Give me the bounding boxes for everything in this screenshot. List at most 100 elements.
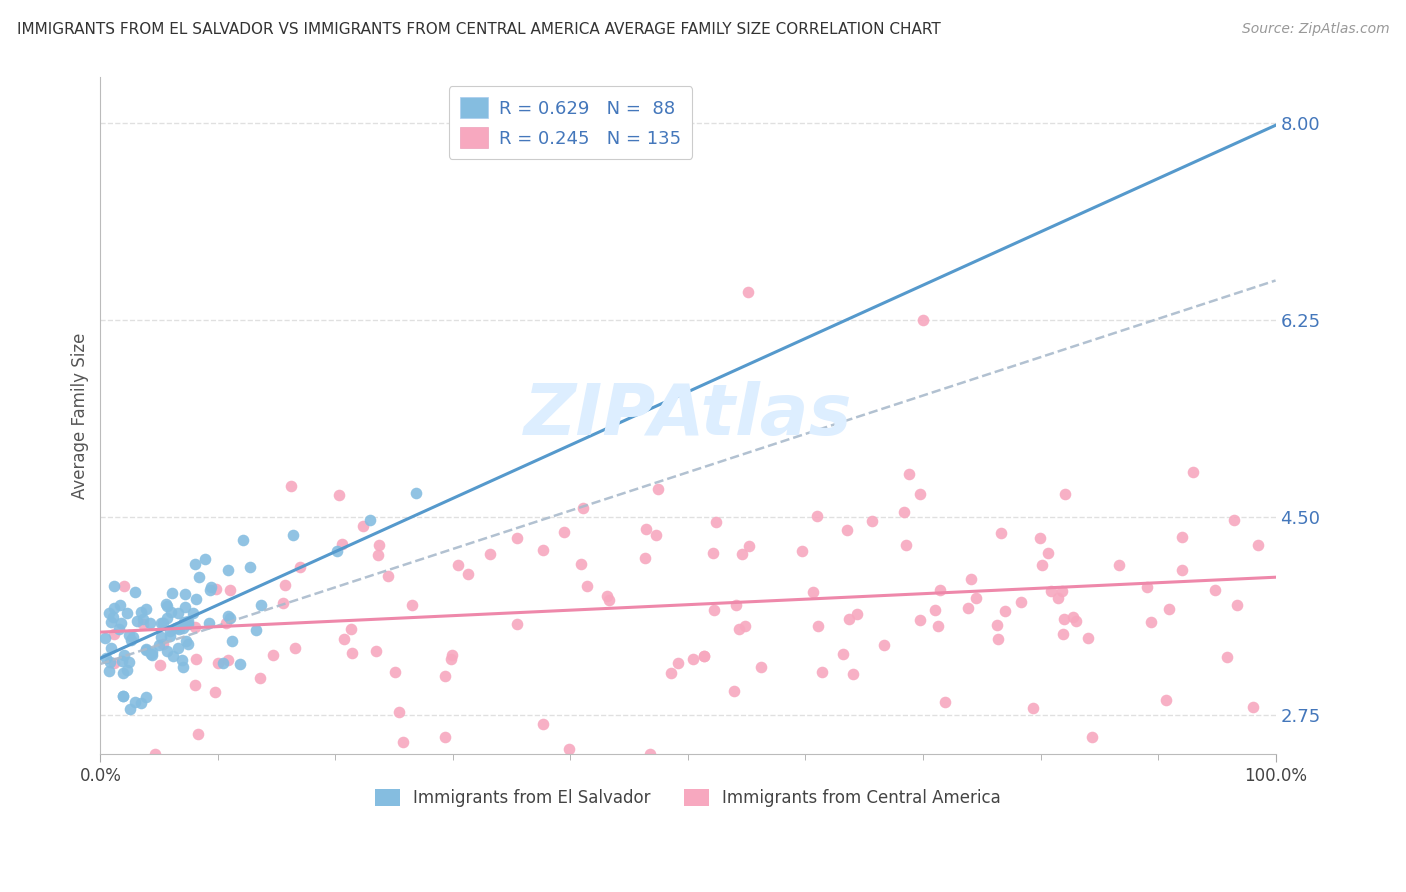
Point xyxy=(172,621,194,635)
Point xyxy=(965,591,987,606)
Point xyxy=(328,488,350,502)
Point xyxy=(1077,631,1099,645)
Point xyxy=(218,582,240,597)
Point xyxy=(731,547,754,561)
Point xyxy=(135,643,157,657)
Point xyxy=(159,624,181,639)
Point xyxy=(994,604,1017,618)
Point xyxy=(841,667,863,681)
Point xyxy=(245,623,267,637)
Point xyxy=(187,727,209,741)
Point xyxy=(987,632,1010,646)
Point xyxy=(284,640,307,655)
Point xyxy=(184,620,207,634)
Point xyxy=(103,601,125,615)
Point xyxy=(666,657,689,671)
Point xyxy=(148,638,170,652)
Point xyxy=(103,626,125,640)
Point xyxy=(172,660,194,674)
Point xyxy=(531,542,554,557)
Point xyxy=(103,579,125,593)
Point xyxy=(801,585,824,599)
Point xyxy=(1170,530,1192,544)
Point xyxy=(249,598,271,612)
Point xyxy=(326,544,349,558)
Point xyxy=(249,671,271,685)
Point xyxy=(704,515,727,529)
Point xyxy=(131,617,153,632)
Point xyxy=(434,669,457,683)
Point xyxy=(837,524,859,538)
Point xyxy=(1204,582,1226,597)
Point xyxy=(280,479,302,493)
Point xyxy=(388,705,411,719)
Point xyxy=(122,630,145,644)
Point xyxy=(367,538,389,552)
Point xyxy=(114,579,136,593)
Point xyxy=(734,619,756,633)
Point xyxy=(479,547,502,561)
Point xyxy=(957,601,980,615)
Point xyxy=(198,616,221,631)
Point xyxy=(129,605,152,619)
Point xyxy=(100,640,122,655)
Point xyxy=(149,630,172,644)
Point xyxy=(506,531,529,545)
Point xyxy=(569,557,592,571)
Point xyxy=(103,610,125,624)
Point xyxy=(108,623,131,637)
Point xyxy=(986,617,1008,632)
Point xyxy=(634,522,657,536)
Point xyxy=(156,644,179,658)
Point xyxy=(1052,612,1074,626)
Point xyxy=(200,580,222,594)
Point xyxy=(167,623,190,637)
Point xyxy=(141,648,163,663)
Point xyxy=(340,647,363,661)
Point xyxy=(184,558,207,572)
Point xyxy=(693,648,716,663)
Point xyxy=(832,647,855,661)
Point xyxy=(1022,700,1045,714)
Point xyxy=(702,545,724,559)
Point xyxy=(103,656,125,670)
Point xyxy=(893,505,915,519)
Point xyxy=(118,702,141,716)
Point xyxy=(1247,538,1270,552)
Point xyxy=(364,644,387,658)
Point xyxy=(129,696,152,710)
Point xyxy=(262,648,284,662)
Point xyxy=(790,543,813,558)
Point xyxy=(845,607,868,622)
Point xyxy=(352,519,374,533)
Point xyxy=(807,619,830,633)
Point xyxy=(1241,699,1264,714)
Point xyxy=(118,655,141,669)
Point xyxy=(115,607,138,621)
Point xyxy=(108,598,131,612)
Point xyxy=(647,482,669,496)
Point xyxy=(184,652,207,666)
Point xyxy=(640,747,662,762)
Point xyxy=(1062,609,1084,624)
Point xyxy=(112,648,135,662)
Point xyxy=(457,566,479,581)
Text: ZIPAtlas: ZIPAtlas xyxy=(523,381,852,450)
Point xyxy=(1047,591,1070,606)
Point xyxy=(725,599,748,613)
Point xyxy=(194,551,217,566)
Point xyxy=(281,528,304,542)
Point xyxy=(141,645,163,659)
Point xyxy=(1182,465,1205,479)
Point xyxy=(141,647,163,661)
Point xyxy=(112,690,135,704)
Point xyxy=(908,614,931,628)
Point xyxy=(1031,558,1053,573)
Point xyxy=(959,572,981,586)
Point xyxy=(97,665,120,679)
Point xyxy=(659,665,682,680)
Point xyxy=(359,513,381,527)
Point xyxy=(143,747,166,762)
Point xyxy=(98,655,121,669)
Point xyxy=(1225,598,1247,612)
